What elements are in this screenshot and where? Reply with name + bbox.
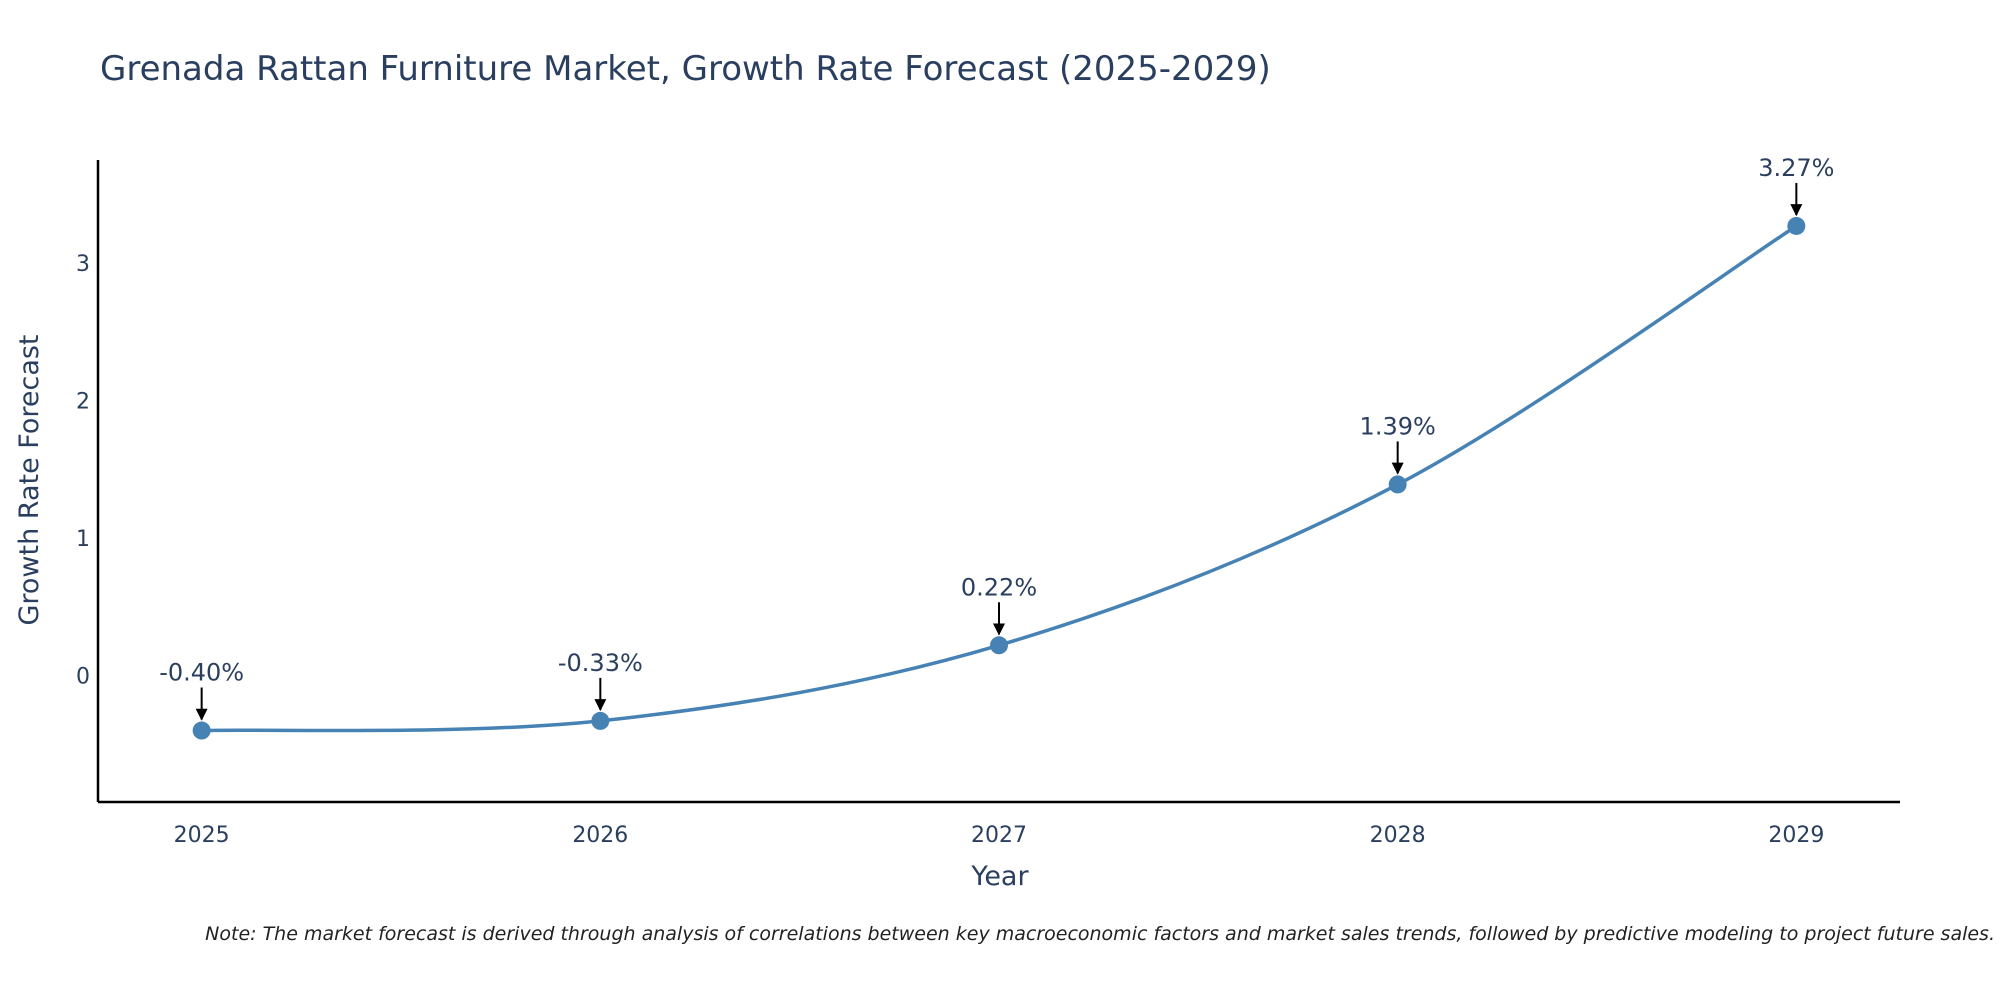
data-point [1388, 475, 1407, 494]
data-point [990, 636, 1008, 655]
data-point [1787, 216, 1806, 235]
y-tick-label: 2 [76, 390, 90, 415]
x-tick-label: 2028 [1370, 823, 1426, 848]
data-point [192, 721, 211, 740]
x-tick-labels: 2025 2026 2027 2028 2029 [174, 823, 1825, 848]
x-tick-label: 2026 [572, 823, 628, 848]
y-axis-title: Growth Rate Forecast [14, 334, 45, 625]
x-tick-label: 2029 [1768, 823, 1824, 848]
footnote: Note: The market forecast is derived thr… [205, 923, 1995, 945]
y-tick-label: 3 [76, 252, 90, 277]
chart-title: Grenada Rattan Furniture Market, Growth … [100, 49, 1271, 89]
data-label: -0.40% [159, 659, 244, 687]
x-tick-label: 2025 [174, 823, 230, 848]
data-label: -0.33% [558, 649, 643, 677]
plot-area: -0.40% -0.33% 0.22% 1.39% 3.27% [159, 154, 1834, 740]
x-axis-title: Year [970, 861, 1029, 892]
series-line [201, 224, 1798, 733]
data-point [591, 711, 610, 730]
data-label: 1.39% [1360, 412, 1436, 440]
y-tick-labels: 0 1 2 3 [76, 252, 90, 689]
y-tick-label: 1 [76, 527, 90, 552]
x-tick-label: 2027 [971, 823, 1027, 848]
data-label: 3.27% [1758, 154, 1834, 182]
data-label: 0.22% [961, 573, 1037, 601]
y-tick-label: 0 [76, 665, 90, 690]
